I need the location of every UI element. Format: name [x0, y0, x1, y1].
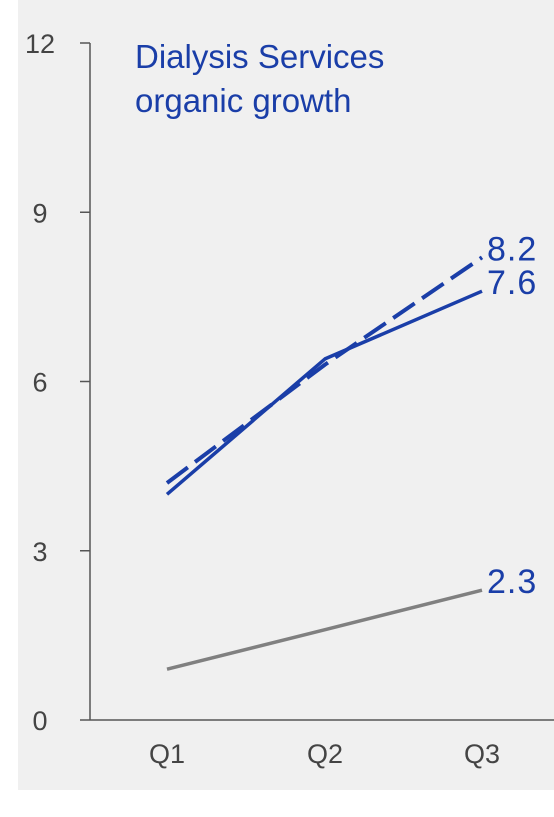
end-label-series-3: 2.3	[487, 563, 537, 601]
y-tick-label: 12	[25, 29, 55, 59]
y-tick-label: 9	[32, 198, 47, 228]
chart-title-line-2: organic growth	[135, 82, 351, 119]
y-tick-label: 6	[32, 368, 47, 398]
chart-title-line-1: Dialysis Services	[135, 38, 384, 75]
y-tick-labels: 0 3 6 9 12	[25, 29, 55, 736]
chart-title: Dialysis Services organic growth	[135, 38, 394, 119]
x-tick-label: Q1	[149, 739, 185, 769]
x-tick-label: Q2	[307, 739, 343, 769]
axes	[80, 42, 554, 721]
x-tick-label: Q3	[464, 739, 500, 769]
end-label-series-2: 8.2	[487, 230, 537, 268]
series-line-1	[165, 289, 483, 496]
end-label-series-1: 7.6	[487, 264, 537, 302]
y-tick-label: 0	[32, 706, 47, 736]
end-labels: 7.68.2 2.3	[487, 230, 537, 601]
series-line-3	[166, 588, 483, 671]
x-tick-labels: Q1 Q2 Q3	[149, 739, 500, 769]
y-tick-label: 3	[32, 537, 47, 567]
series-lines	[165, 255, 484, 671]
series-line-2-dashed	[165, 255, 484, 485]
